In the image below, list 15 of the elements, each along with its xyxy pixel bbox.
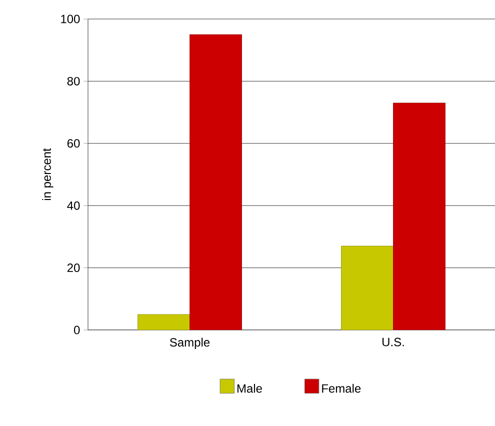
y-tick-label: 60	[67, 139, 80, 148]
bar	[393, 102, 446, 330]
y-tick-label: 40	[67, 201, 80, 210]
y-axis-title: in percent	[42, 148, 54, 200]
x-tick-label: U.S.	[382, 338, 404, 346]
y-tick-label: 0	[74, 326, 80, 334]
y-tick-label: 100	[61, 14, 80, 24]
bar	[190, 34, 242, 330]
legend-label: Male	[237, 384, 262, 393]
y-tick-label: 80	[67, 76, 80, 86]
bar	[341, 246, 394, 330]
y-tick-label: 20	[67, 264, 80, 272]
x-tick-label: Sample	[170, 338, 210, 349]
legend-label: Female	[322, 384, 361, 393]
bar	[138, 314, 190, 330]
